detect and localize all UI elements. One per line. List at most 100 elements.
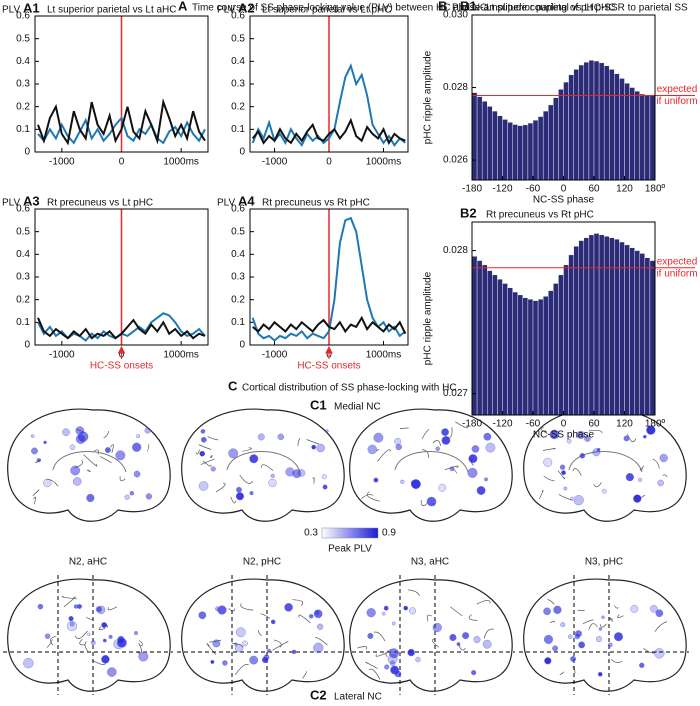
- y-tick-label: 0.3: [231, 79, 245, 90]
- electrode: [471, 445, 480, 453]
- electrode: [133, 631, 138, 636]
- bar: [487, 106, 493, 181]
- sulcus: [357, 646, 368, 650]
- bar: [507, 122, 513, 181]
- electrode: [657, 479, 664, 487]
- electrode: [596, 636, 603, 643]
- chart-title: Rt precuneus vs Lt pHC: [47, 198, 153, 209]
- electrode: [270, 619, 276, 625]
- sulcus: [373, 631, 386, 642]
- electrode: [467, 467, 478, 478]
- bar: [583, 237, 590, 416]
- electrode: [578, 641, 586, 649]
- electrode: [438, 483, 447, 492]
- sulcus: [593, 482, 602, 488]
- electrode: [381, 611, 386, 616]
- sulcus: [242, 447, 252, 452]
- y-tick-label: 0.6: [231, 204, 245, 215]
- bar: [563, 81, 569, 181]
- y-tick-label: 0.6: [16, 204, 30, 215]
- brain-label: N2, aHC: [69, 557, 107, 568]
- electrode: [601, 615, 605, 620]
- bar: [532, 119, 539, 181]
- brain-label: N3, aHC: [411, 557, 449, 568]
- brain-label: N2, pHC: [243, 557, 281, 568]
- sulcus: [432, 440, 441, 446]
- panel-label: B2: [460, 205, 477, 220]
- sulcus: [557, 470, 566, 480]
- panel-title: Phase-amplitude coupling of pHC-SSR to p…: [452, 3, 688, 14]
- sulcus: [422, 429, 430, 440]
- bar: [578, 64, 585, 181]
- sulcus: [375, 652, 387, 657]
- sulcus: [302, 670, 307, 679]
- electrode: [217, 605, 227, 615]
- chart-title: Lt superior parietal vs Lt pHC: [262, 5, 392, 16]
- electrode: [249, 454, 259, 464]
- electrode: [309, 614, 314, 619]
- electrode: [601, 488, 607, 494]
- y-tick-label: 0.1: [16, 124, 30, 135]
- electrode: [561, 470, 566, 476]
- bar: [583, 61, 590, 181]
- panel-title: Lateral NC: [334, 692, 382, 703]
- sulcus: [476, 600, 491, 605]
- sulcus: [588, 623, 598, 630]
- electrode: [235, 492, 244, 501]
- plv-line: [37, 116, 206, 145]
- y-axis-label: PLV: [217, 5, 235, 16]
- sulcus: [79, 639, 86, 646]
- reference-label: expected: [657, 84, 698, 95]
- electrode: [598, 627, 603, 631]
- bar: [492, 110, 498, 181]
- chart-title: Rt precuneus vs Rt pHC: [262, 198, 370, 209]
- electrode: [639, 662, 645, 668]
- bar: [634, 250, 640, 416]
- electrode: [411, 479, 421, 489]
- y-axis-label: PLV: [2, 198, 20, 209]
- electrode: [633, 494, 642, 503]
- x-tick-label: -120: [492, 419, 512, 430]
- sulcus: [32, 489, 40, 496]
- electrode: [200, 429, 206, 434]
- panel-label: A2: [238, 0, 255, 15]
- electrode: [69, 621, 75, 627]
- panel-letter: B: [438, 0, 447, 13]
- y-tick-label: 0.3: [16, 272, 30, 283]
- x-axis-label: NC-SS phase: [533, 430, 595, 441]
- brain-outline: [523, 578, 687, 692]
- bar: [527, 122, 534, 181]
- y-tick-label: 0.2: [16, 101, 30, 112]
- bar: [527, 299, 534, 416]
- plot-frame: [471, 14, 656, 181]
- electrode: [646, 425, 656, 435]
- sulcus: [558, 494, 573, 501]
- x-tick-label: -180: [462, 184, 482, 195]
- brain-outline: [349, 408, 513, 522]
- electrode: [654, 648, 665, 659]
- sulcus: [368, 668, 381, 680]
- sulcus: [273, 639, 282, 648]
- electrode: [630, 604, 639, 613]
- sulcus: [86, 469, 91, 473]
- plot-frame: [34, 208, 209, 346]
- plv-line: [251, 216, 406, 342]
- electrode: [30, 434, 35, 438]
- electrode: [132, 442, 142, 452]
- electrode: [408, 607, 417, 615]
- sulcus: [98, 626, 106, 631]
- y-tick-label: 0.6: [16, 11, 30, 22]
- plot-frame: [249, 15, 409, 153]
- y-tick-label: 0.2: [16, 294, 30, 305]
- electrode: [69, 444, 76, 451]
- sulcus: [540, 427, 548, 434]
- y-tick-label: 0.4: [16, 56, 30, 67]
- bar: [573, 246, 579, 416]
- sulcus: [455, 421, 469, 429]
- electrode: [277, 433, 285, 441]
- electrode: [655, 609, 664, 618]
- bar: [476, 96, 483, 181]
- electrode: [235, 627, 246, 638]
- sulcus: [377, 449, 391, 462]
- bar: [609, 69, 615, 181]
